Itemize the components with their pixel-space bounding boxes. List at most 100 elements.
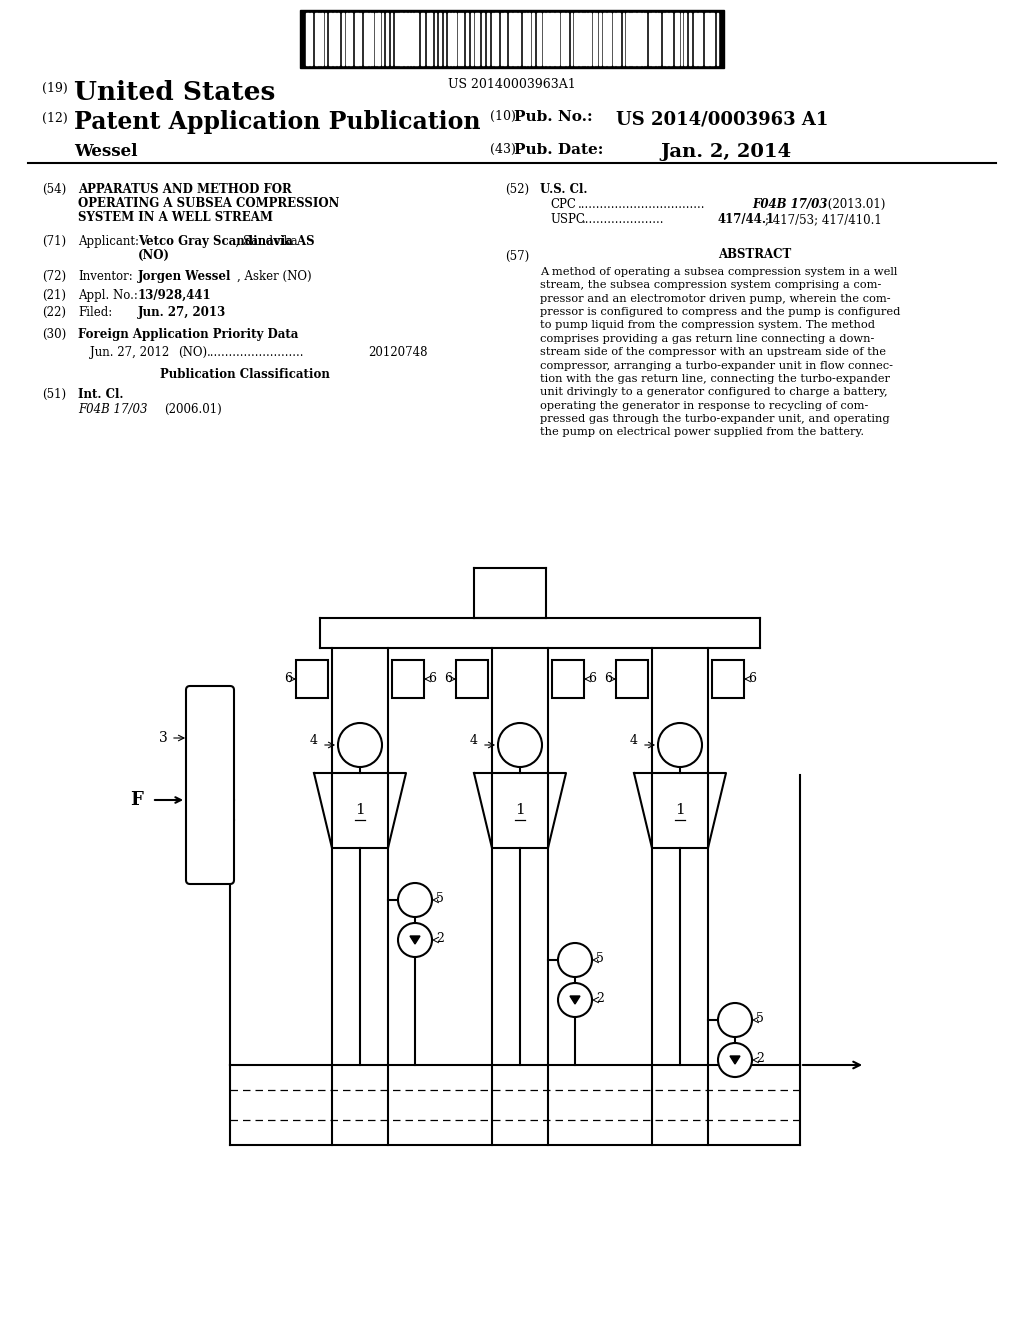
Bar bbox=[626, 13, 629, 65]
Text: 2: 2 bbox=[436, 932, 443, 945]
Bar bbox=[300, 11, 724, 69]
Text: APPARATUS AND METHOD FOR: APPARATUS AND METHOD FOR bbox=[78, 183, 292, 195]
Bar bbox=[471, 13, 473, 65]
Bar bbox=[509, 13, 512, 65]
Text: OPERATING A SUBSEA COMPRESSION: OPERATING A SUBSEA COMPRESSION bbox=[78, 197, 339, 210]
Text: Jorgen Wessel: Jorgen Wessel bbox=[138, 271, 231, 282]
Bar bbox=[429, 13, 432, 65]
Text: M: M bbox=[672, 738, 688, 752]
Text: 5: 5 bbox=[436, 891, 443, 904]
Bar bbox=[329, 13, 332, 65]
Bar bbox=[705, 13, 709, 65]
Text: Appl. No.:: Appl. No.: bbox=[78, 289, 138, 302]
Bar bbox=[475, 13, 479, 65]
Text: Pub. Date:: Pub. Date: bbox=[514, 143, 603, 157]
Text: ......................: ...................... bbox=[582, 213, 665, 226]
Text: Jun. 27, 2013: Jun. 27, 2013 bbox=[138, 306, 226, 319]
Bar bbox=[579, 13, 582, 65]
Text: 4: 4 bbox=[310, 734, 318, 747]
Text: ..................................: .................................. bbox=[578, 198, 706, 211]
Bar bbox=[494, 13, 498, 65]
Bar bbox=[377, 13, 380, 65]
Bar bbox=[487, 13, 489, 65]
Bar bbox=[599, 13, 601, 65]
Text: A method of operating a subsea compression system in a well
stream, the subsea c: A method of operating a subsea compressi… bbox=[540, 267, 900, 437]
Text: 6: 6 bbox=[748, 672, 756, 685]
Bar bbox=[513, 13, 517, 65]
Polygon shape bbox=[570, 997, 580, 1005]
Text: CPC: CPC bbox=[550, 198, 575, 211]
Text: 2: 2 bbox=[756, 1052, 764, 1064]
Bar bbox=[392, 660, 424, 698]
Text: Vetco Gray Scandinavia AS: Vetco Gray Scandinavia AS bbox=[138, 235, 314, 248]
Text: Publication Classification: Publication Classification bbox=[160, 368, 330, 381]
Text: 5: 5 bbox=[756, 1011, 764, 1024]
Bar bbox=[528, 13, 530, 65]
Bar bbox=[408, 13, 410, 65]
Bar bbox=[593, 13, 595, 65]
Text: (2006.01): (2006.01) bbox=[164, 403, 222, 416]
Bar bbox=[689, 13, 691, 65]
Bar bbox=[712, 660, 744, 698]
Bar bbox=[684, 13, 686, 65]
Text: (10): (10) bbox=[490, 110, 516, 123]
Bar bbox=[369, 13, 371, 65]
Bar bbox=[532, 13, 534, 65]
Text: F04B 17/03: F04B 17/03 bbox=[752, 198, 827, 211]
Text: M: M bbox=[409, 894, 422, 907]
Text: (54): (54) bbox=[42, 183, 67, 195]
Bar bbox=[482, 13, 484, 65]
Circle shape bbox=[558, 983, 592, 1016]
Bar bbox=[451, 13, 453, 65]
Text: (19): (19) bbox=[42, 82, 68, 95]
Text: 3: 3 bbox=[160, 731, 168, 744]
Text: US 2014/0003963 A1: US 2014/0003963 A1 bbox=[616, 110, 828, 128]
Bar bbox=[333, 13, 336, 65]
Bar bbox=[518, 13, 520, 65]
Bar bbox=[546, 13, 549, 65]
Bar bbox=[439, 13, 441, 65]
Text: SYSTEM IN A WELL STREAM: SYSTEM IN A WELL STREAM bbox=[78, 211, 272, 224]
Text: 6: 6 bbox=[428, 672, 436, 685]
Text: M: M bbox=[568, 953, 582, 966]
Bar bbox=[310, 13, 312, 65]
Bar bbox=[537, 13, 541, 65]
Text: Int. Cl.: Int. Cl. bbox=[78, 388, 124, 401]
Text: M: M bbox=[512, 738, 528, 752]
Bar bbox=[543, 13, 545, 65]
Bar bbox=[588, 13, 591, 65]
Text: 6: 6 bbox=[284, 672, 292, 685]
Bar bbox=[607, 13, 611, 65]
Circle shape bbox=[558, 942, 592, 977]
Text: 417/44.1: 417/44.1 bbox=[718, 213, 775, 226]
Text: 1: 1 bbox=[675, 804, 685, 817]
Bar bbox=[306, 13, 309, 65]
Text: Patent Application Publication: Patent Application Publication bbox=[74, 110, 480, 135]
Bar bbox=[637, 13, 641, 65]
Bar bbox=[574, 13, 578, 65]
Bar bbox=[337, 13, 339, 65]
Text: (30): (30) bbox=[42, 327, 67, 341]
Text: (2013.01): (2013.01) bbox=[824, 198, 886, 211]
Bar bbox=[315, 13, 318, 65]
Text: (22): (22) bbox=[42, 306, 66, 319]
Bar bbox=[386, 13, 388, 65]
Text: ABSTRACT: ABSTRACT bbox=[719, 248, 792, 261]
Bar bbox=[698, 13, 702, 65]
Text: ..........................: .......................... bbox=[207, 346, 304, 359]
Bar bbox=[550, 13, 554, 65]
Text: (51): (51) bbox=[42, 388, 67, 401]
Text: 2: 2 bbox=[596, 991, 604, 1005]
Bar bbox=[421, 13, 424, 65]
Bar bbox=[552, 660, 584, 698]
Text: M: M bbox=[728, 1014, 741, 1027]
Bar bbox=[656, 13, 658, 65]
Circle shape bbox=[718, 1003, 752, 1038]
Bar bbox=[503, 13, 506, 65]
Text: Filed:: Filed: bbox=[78, 306, 113, 319]
Bar bbox=[669, 13, 672, 65]
Text: 1: 1 bbox=[515, 804, 525, 817]
Bar bbox=[566, 13, 568, 65]
Text: F04B 17/03: F04B 17/03 bbox=[78, 403, 147, 416]
Bar bbox=[346, 13, 348, 65]
